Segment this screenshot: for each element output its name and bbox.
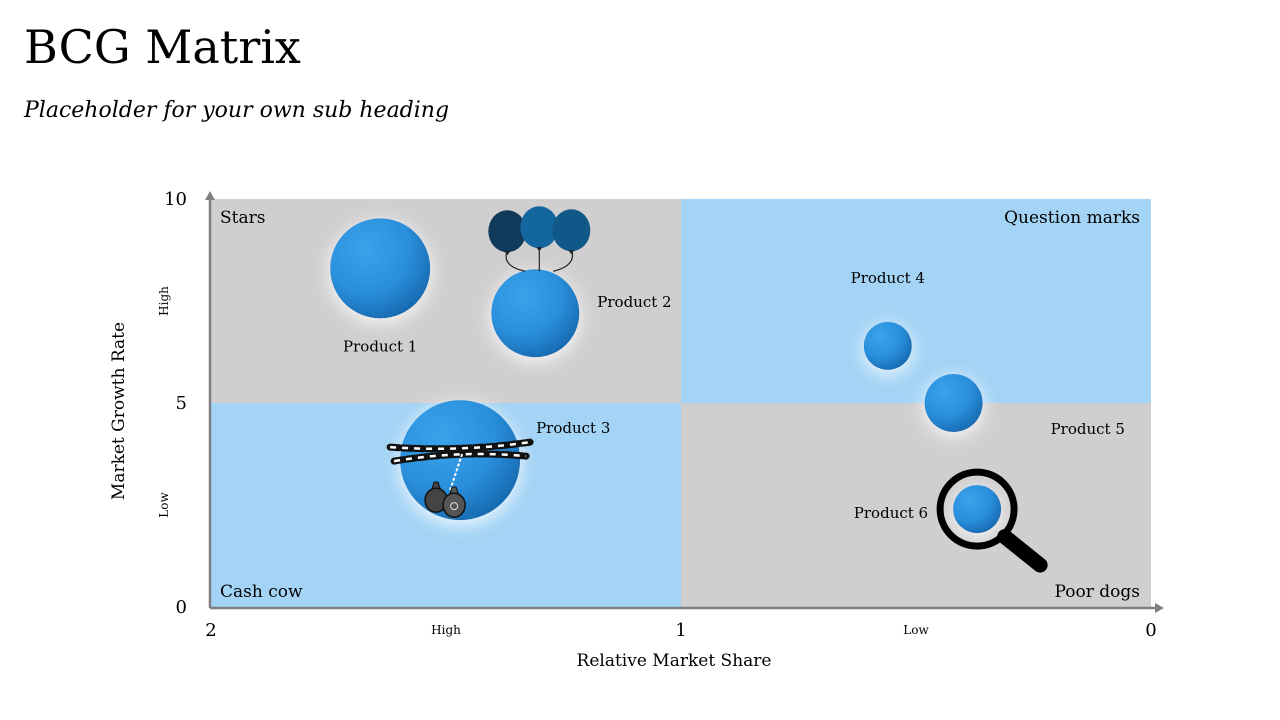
quadrant-label: Poor dogs	[1055, 582, 1140, 602]
chained-money-bags-icon	[386, 438, 534, 518]
product-6-label: Product 6	[854, 504, 928, 522]
quadrant-poor-dogs	[681, 403, 1151, 607]
product-3-label: Product 3	[536, 419, 610, 437]
balloons-icon	[488, 206, 591, 272]
slide-subtitle: Placeholder for your own sub heading	[24, 98, 450, 123]
quadrant-label: Question marks	[1004, 208, 1140, 228]
x-zone-label: High	[431, 623, 461, 637]
quadrant-label: Stars	[220, 208, 265, 228]
product-4-label: Product 4	[851, 269, 925, 287]
product-1-label: Product 1	[343, 337, 417, 355]
y-tick-label: 0	[176, 597, 187, 618]
quadrant-question-marks	[681, 199, 1151, 403]
product-6-bubble	[953, 485, 1002, 534]
x-axis-title: Relative Market Share	[577, 651, 772, 671]
quadrant-stars	[211, 199, 681, 403]
x-tick-label: 1	[675, 620, 686, 641]
x-tick-label: 2	[205, 620, 216, 641]
product-2-label: Product 2	[597, 293, 671, 311]
x-axis-arrowhead	[1155, 603, 1164, 613]
product-4-bubble	[863, 321, 912, 370]
x-tick-label: 0	[1145, 620, 1156, 641]
y-axis-arrowhead	[205, 191, 215, 200]
product-5-bubble	[924, 374, 983, 432]
x-zone-label: Low	[903, 623, 929, 637]
quadrant-label: Cash cow	[220, 582, 303, 602]
product-2-bubble	[491, 269, 580, 358]
slide-title: BCG Matrix	[24, 20, 301, 74]
y-tick-label: 5	[176, 393, 187, 414]
magnifier-icon	[936, 468, 1048, 573]
y-tick-label: 10	[164, 189, 187, 210]
product-5-label: Product 5	[1051, 420, 1125, 438]
y-axis-title: Market Growth Rate	[109, 322, 129, 500]
y-zone-label: High	[157, 286, 171, 316]
product-1-bubble	[330, 218, 431, 319]
y-zone-label: Low	[157, 492, 171, 518]
